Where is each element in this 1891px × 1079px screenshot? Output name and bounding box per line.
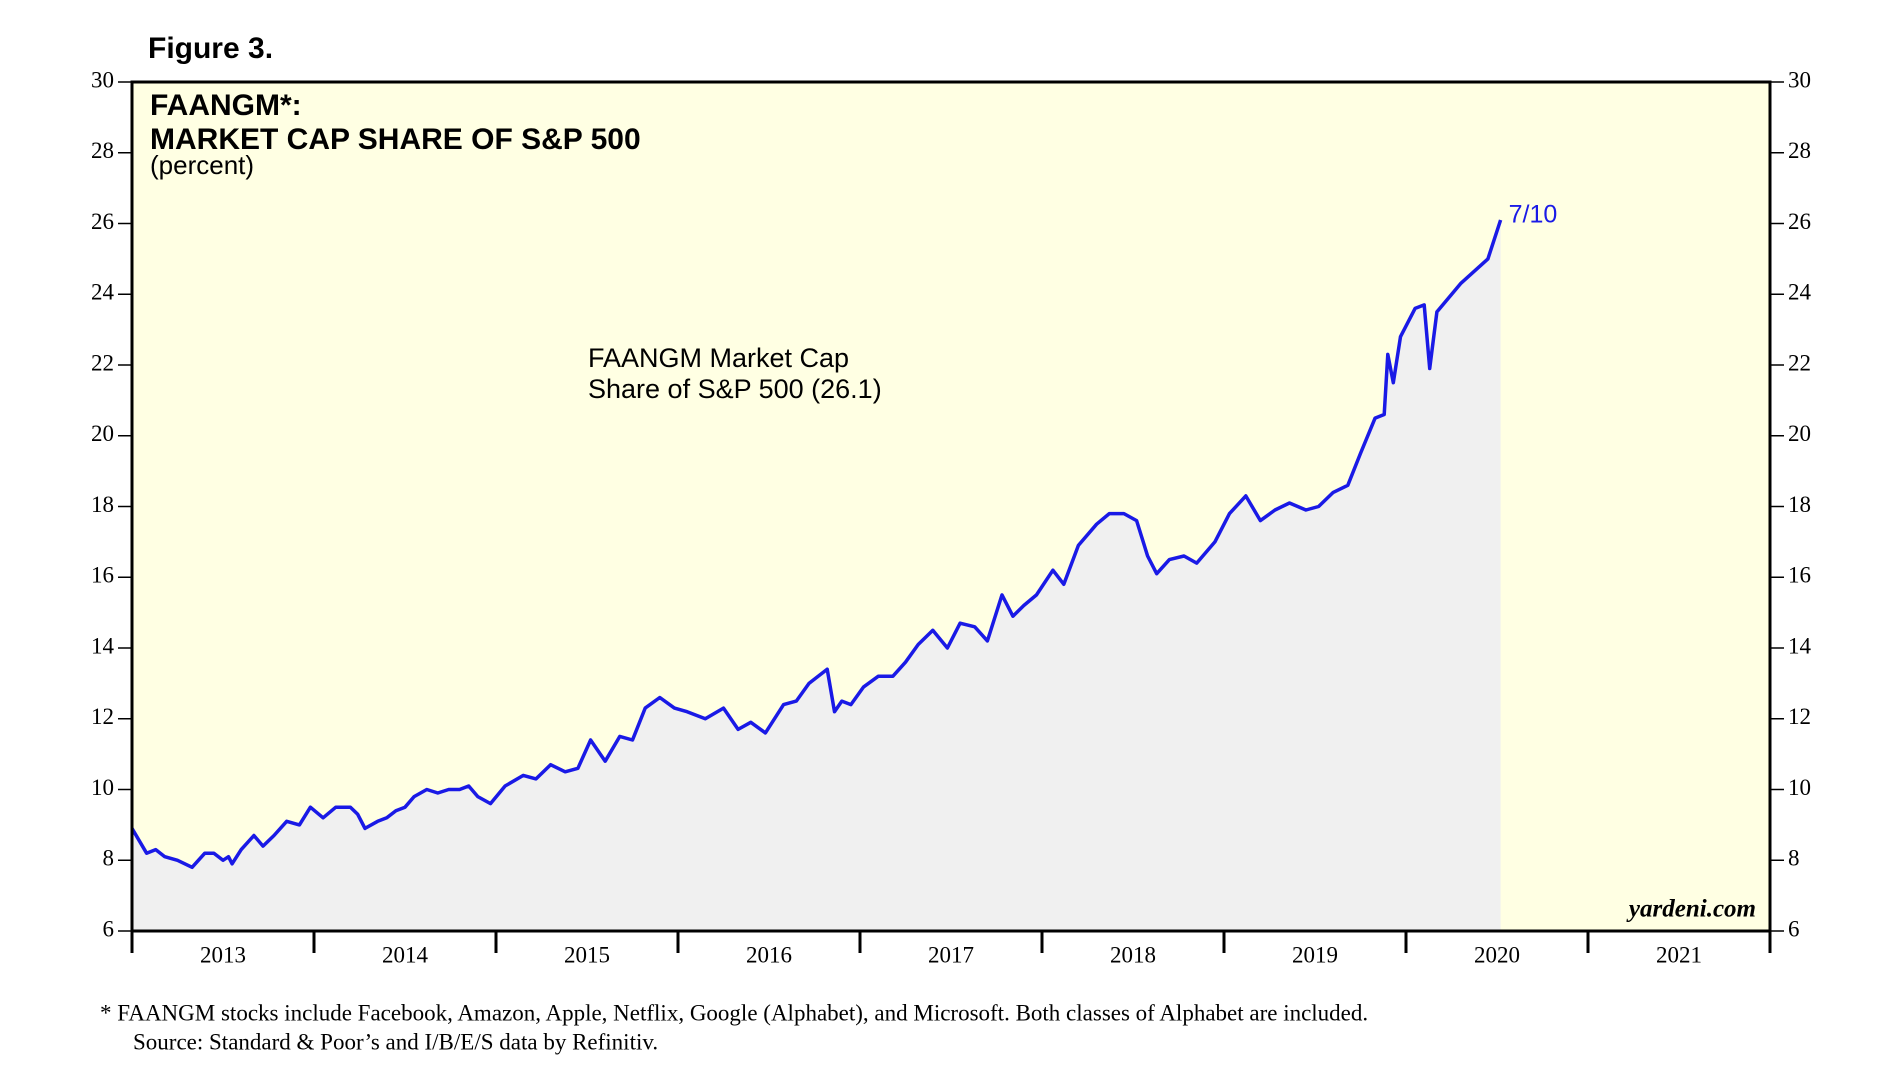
x-tick-label: 2018 [1110, 942, 1156, 967]
line [130, 219, 1503, 870]
y2-tick-label: 10 [1788, 775, 1811, 800]
y2-tick-label: 18 [1788, 492, 1811, 517]
y2-tick-label: 24 [1788, 280, 1812, 305]
annotation: Share of S&P 500 (26.1) [588, 374, 882, 404]
x-tick-label: 2013 [200, 942, 246, 967]
y2-tick-label: 16 [1788, 563, 1811, 588]
chart-subtitle: (percent) [150, 150, 254, 180]
y-tick-label: 16 [91, 563, 114, 588]
y2-tick-label: 30 [1788, 67, 1811, 92]
y2-tick-label: 8 [1788, 846, 1800, 871]
chart-title: FAANGM*: [150, 89, 302, 122]
y-tick-label: 30 [91, 67, 114, 92]
area [132, 220, 1501, 931]
x-tick-label: 2017 [928, 942, 974, 967]
y-tick-label: 20 [91, 421, 114, 446]
y2-tick-label: 6 [1788, 916, 1800, 941]
x-tick-label: 2015 [564, 942, 610, 967]
y-tick-label: 14 [91, 633, 115, 658]
chart-title: MARKET CAP SHARE OF S&P 500 [150, 123, 641, 156]
y2-tick-label: 22 [1788, 350, 1811, 375]
y-tick-label: 22 [91, 350, 114, 375]
y2-tick-label: 14 [1788, 633, 1812, 658]
y-tick-label: 12 [91, 704, 114, 729]
y-tick-label: 6 [103, 916, 115, 941]
annotation: FAANGM Market Cap [588, 343, 849, 373]
y-tick-label: 24 [91, 280, 115, 305]
y2-tick-label: 28 [1788, 138, 1811, 163]
y-tick-label: 18 [91, 492, 114, 517]
x-tick-label: 2019 [1292, 942, 1338, 967]
y-tick-label: 26 [91, 209, 114, 234]
x-tick-label: 2020 [1474, 942, 1520, 967]
x-tick-label: 2014 [382, 942, 429, 967]
watermark: yardeni.com [1626, 896, 1756, 923]
figure-label: Figure 3. [148, 32, 273, 65]
end-label: 7/10 [1509, 201, 1558, 229]
y2-tick-label: 12 [1788, 704, 1811, 729]
x-tick-label: 2021 [1656, 942, 1702, 967]
y2-tick-label: 26 [1788, 209, 1811, 234]
y2-tick-label: 20 [1788, 421, 1811, 446]
y-tick-label: 8 [103, 846, 115, 871]
y-tick-label: 28 [91, 138, 114, 163]
footnote: Source: Standard & Poor’s and I/B/E/S da… [133, 1029, 658, 1054]
x-tick-label: 2016 [746, 942, 792, 967]
y-tick-label: 10 [91, 775, 114, 800]
footnote: * FAANGM stocks include Facebook, Amazon… [100, 1000, 1368, 1025]
